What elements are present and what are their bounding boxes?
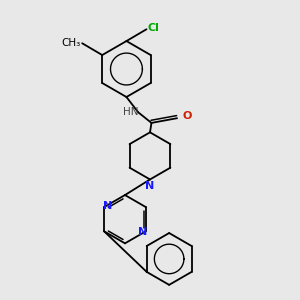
Text: O: O [183,111,192,121]
Text: N: N [103,201,112,211]
Text: N: N [146,181,154,190]
Text: HN: HN [123,107,139,117]
Text: Cl: Cl [148,23,160,33]
Text: CH₃: CH₃ [62,38,81,48]
Text: N: N [138,227,148,237]
